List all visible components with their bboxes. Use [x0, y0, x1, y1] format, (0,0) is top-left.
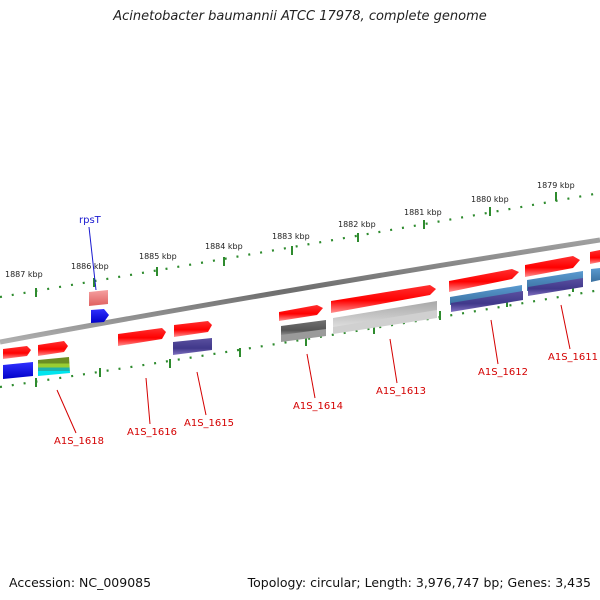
gene-label-A1S_1614[interactable]: A1S_1614 — [293, 401, 343, 412]
rpsT-label-line — [88, 226, 97, 291]
gene-label-A1S_1618[interactable]: A1S_1618 — [54, 436, 104, 447]
gene-label-A1S_1613[interactable]: A1S_1613 — [376, 386, 426, 397]
outer-tick-ring — [0, 191, 600, 299]
topology-text: Topology: circular; Length: 3,976,747 bp… — [247, 575, 591, 590]
outer-major-ticks — [35, 192, 557, 297]
accession-text: Accession: NC_009085 — [9, 575, 152, 590]
inner-tick-ring — [0, 288, 600, 389]
kbp-label-1881: 1881 kbp — [404, 208, 442, 217]
gene-label-A1S_1611[interactable]: A1S_1611 — [548, 352, 598, 363]
kbp-label-1887: 1887 kbp — [5, 270, 43, 279]
gene-label-A1S_1616[interactable]: A1S_1616 — [127, 427, 177, 438]
kbp-label-1880: 1880 kbp — [471, 195, 509, 204]
gene-A1S_1618-arrow[interactable] — [3, 341, 70, 379]
gene-label-A1S_1615[interactable]: A1S_1615 — [184, 418, 234, 429]
genome-backbone — [0, 237, 600, 345]
kbp-label-1879: 1879 kbp — [537, 181, 575, 190]
kbp-label-1883: 1883 kbp — [272, 232, 310, 241]
gene-A1S_1611-arrow[interactable] — [525, 250, 600, 296]
gene-A1S_1614-arrow[interactable] — [279, 305, 326, 342]
kbp-label-1885: 1885 kbp — [139, 252, 177, 261]
gene-A1S_1616-arrow[interactable] — [118, 328, 166, 346]
map-title: Acinetobacter baumannii ATCC 17978, comp… — [113, 9, 487, 24]
gene-A1S_1613-arrow[interactable] — [331, 285, 437, 334]
kbp-label-1886: 1886 kbp — [71, 262, 109, 271]
gene-A1S_1615-arrow[interactable] — [173, 321, 212, 355]
gene-label-A1S_1612[interactable]: A1S_1612 — [478, 367, 528, 378]
kbp-label-1882: 1882 kbp — [338, 220, 376, 229]
gene-rpsT[interactable] — [89, 290, 109, 323]
label-leader-lines — [56, 304, 571, 434]
gene-A1S_1612-arrow[interactable] — [449, 269, 523, 312]
kbp-label-1884: 1884 kbp — [205, 242, 243, 251]
gene-label-rpsT[interactable]: rpsT — [79, 215, 102, 226]
